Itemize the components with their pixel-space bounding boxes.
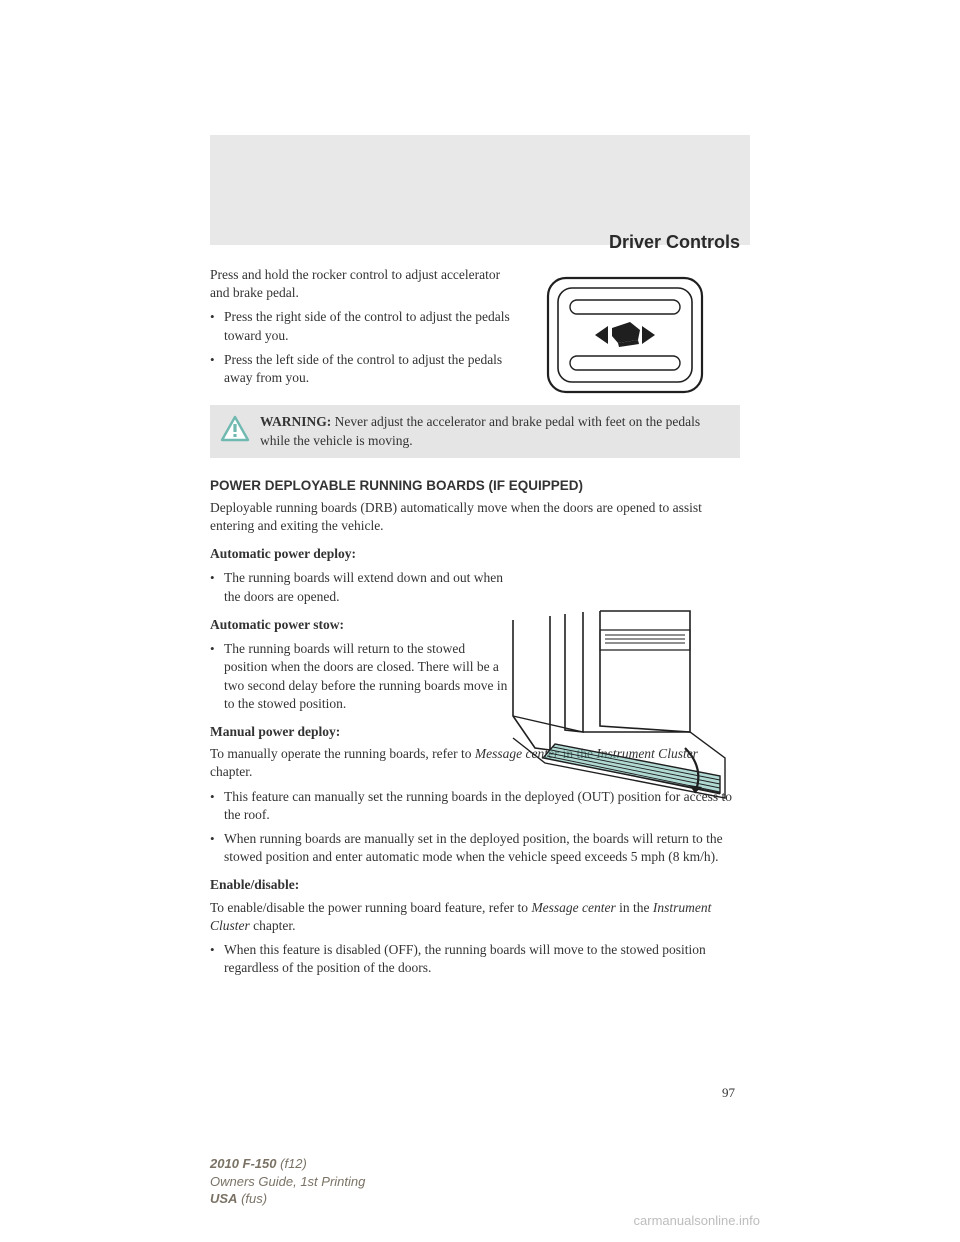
intro-bullet: Press the left side of the control to ad… <box>210 351 510 387</box>
text: chapter. <box>210 764 252 779</box>
list-item: The running boards will return to the st… <box>210 640 510 713</box>
page-number: 97 <box>722 1085 735 1101</box>
warning-label: WARNING: <box>260 414 331 429</box>
text: chapter. <box>250 918 296 933</box>
footer-vehicle: 2010 F-150 <box>210 1156 277 1171</box>
footer: 2010 F-150 (f12) Owners Guide, 1st Print… <box>210 1155 365 1208</box>
auto-stow-label: Automatic power stow: <box>210 616 510 634</box>
text: in the <box>616 900 653 915</box>
illustration-running-board <box>505 608 735 803</box>
enable-bullets: When this feature is disabled (OFF), the… <box>210 941 740 977</box>
warning-icon <box>220 415 250 443</box>
watermark: carmanualsonline.info <box>634 1213 760 1228</box>
enable-label: Enable/disable: <box>210 876 740 894</box>
enable-intro: To enable/disable the power running boar… <box>210 899 740 935</box>
text: To enable/disable the power running boar… <box>210 900 531 915</box>
text-italic: Message center <box>531 900 615 915</box>
drb-heading: POWER DEPLOYABLE RUNNING BOARDS (IF EQUI… <box>210 478 740 493</box>
warning-box: WARNING: Never adjust the accelerator an… <box>210 405 740 457</box>
auto-deploy-bullets: The running boards will extend down and … <box>210 569 510 605</box>
text: To manually operate the running boards, … <box>210 746 475 761</box>
auto-stow-bullets: The running boards will return to the st… <box>210 640 510 713</box>
intro-bullet: Press the right side of the control to a… <box>210 308 510 344</box>
drb-intro: Deployable running boards (DRB) automati… <box>210 499 740 535</box>
list-item: When this feature is disabled (OFF), the… <box>210 941 740 977</box>
footer-region: USA <box>210 1191 237 1206</box>
list-item: When running boards are manually set in … <box>210 830 740 866</box>
footer-line2: Owners Guide, 1st Printing <box>210 1173 365 1191</box>
intro-bullets: Press the right side of the control to a… <box>210 308 510 387</box>
footer-code: (f12) <box>280 1156 307 1171</box>
footer-region-code: (fus) <box>241 1191 267 1206</box>
warning-text: WARNING: Never adjust the accelerator an… <box>260 413 730 449</box>
intro-text: Press and hold the rocker control to adj… <box>210 266 510 302</box>
list-item: The running boards will extend down and … <box>210 569 510 605</box>
auto-deploy-label: Automatic power deploy: <box>210 545 510 563</box>
